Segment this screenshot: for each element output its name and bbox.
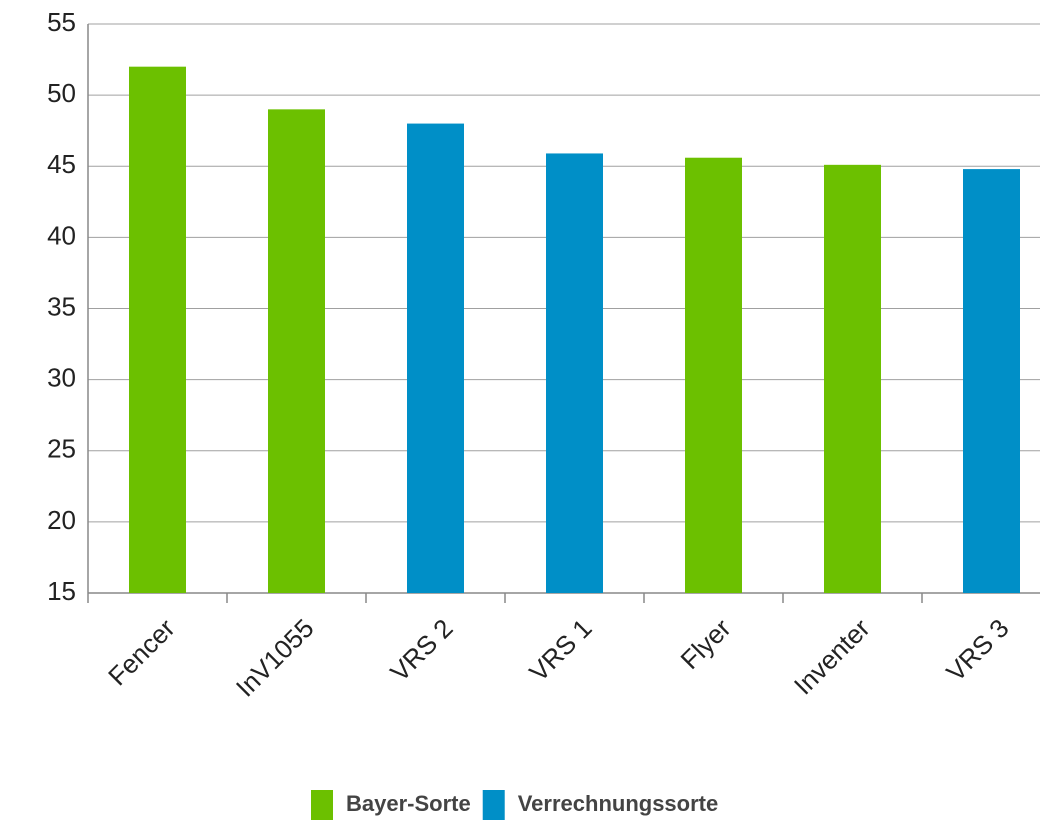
y-tick-label: 45: [47, 149, 76, 179]
legend-label: Verrechnungssorte: [518, 791, 719, 816]
bar: [407, 123, 464, 593]
x-tick-label: VRS 3: [940, 613, 1014, 687]
legend-swatch: [482, 790, 505, 820]
legend-label: Bayer-Sorte: [346, 791, 471, 816]
x-tick-label: Fencer: [102, 613, 181, 692]
y-tick-label: 40: [47, 220, 76, 250]
legend-swatch: [311, 790, 333, 820]
y-tick-label: 50: [47, 78, 76, 108]
x-tick-label: VRS 1: [523, 613, 597, 687]
bar: [268, 109, 325, 593]
y-tick-label: 20: [47, 505, 76, 535]
x-tick-label: InV1055: [230, 613, 320, 703]
bar: [546, 153, 603, 593]
y-tick-label: 15: [47, 576, 76, 606]
bar: [824, 164, 881, 593]
y-tick-label: 35: [47, 291, 76, 321]
x-tick-label: VRS 2: [384, 613, 458, 687]
y-tick-label: 25: [47, 434, 76, 464]
x-tick-label: Flyer: [675, 613, 737, 675]
y-tick-label: 55: [47, 7, 76, 37]
bar: [963, 169, 1020, 593]
y-tick-label: 30: [47, 363, 76, 393]
bar: [685, 157, 742, 593]
x-tick-label: Inventer: [788, 613, 876, 701]
bar: [129, 66, 186, 594]
